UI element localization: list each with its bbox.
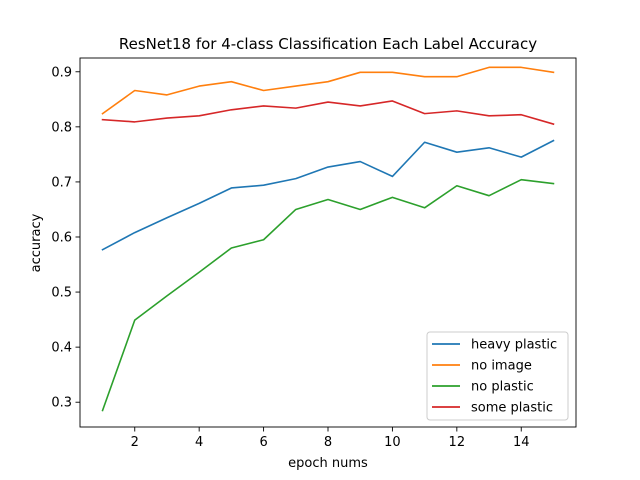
x-tick-label: 2 bbox=[131, 435, 139, 450]
series-line-no-plastic bbox=[101, 178, 555, 412]
series-layer bbox=[101, 66, 555, 412]
series-line-some-plastic bbox=[101, 100, 555, 126]
chart-title: ResNet18 for 4-class Classification Each… bbox=[119, 35, 537, 53]
legend-label-no-image: no image bbox=[471, 359, 532, 374]
x-tick-label: 10 bbox=[384, 435, 401, 450]
y-tick-label: 0.3 bbox=[51, 396, 72, 411]
y-tick-label: 0.6 bbox=[51, 230, 72, 245]
legend-label-some-plastic: some plastic bbox=[471, 401, 553, 416]
legend-label-no-plastic: no plastic bbox=[471, 380, 534, 395]
x-tick-label: 12 bbox=[449, 435, 466, 450]
legend-box bbox=[426, 331, 569, 421]
y-axis-label: accuracy bbox=[29, 213, 44, 272]
series-line-heavy-plastic bbox=[101, 139, 555, 251]
x-tick-label: 8 bbox=[324, 435, 332, 450]
y-tick-label: 0.4 bbox=[51, 341, 72, 356]
legend-label-heavy-plastic: heavy plastic bbox=[471, 338, 557, 353]
x-axis-label: epoch nums bbox=[288, 456, 368, 471]
x-tick-label: 14 bbox=[513, 435, 530, 450]
axes-layer: 2 4 6 8 10 12 14 0.3 0.4 0.5 0.6 0.7 0.8 0.9 bbox=[51, 57, 577, 450]
x-tick-label: 6 bbox=[259, 435, 267, 450]
y-tick-label: 0.8 bbox=[51, 120, 72, 135]
y-tick-label: 0.5 bbox=[51, 286, 72, 301]
x-tick-label: 4 bbox=[195, 435, 203, 450]
y-tick-label: 0.9 bbox=[51, 65, 72, 80]
y-tick-label: 0.7 bbox=[51, 175, 72, 190]
series-line-no-image bbox=[101, 66, 555, 115]
legend: heavy plastic no image no plastic some plas… bbox=[426, 331, 569, 421]
